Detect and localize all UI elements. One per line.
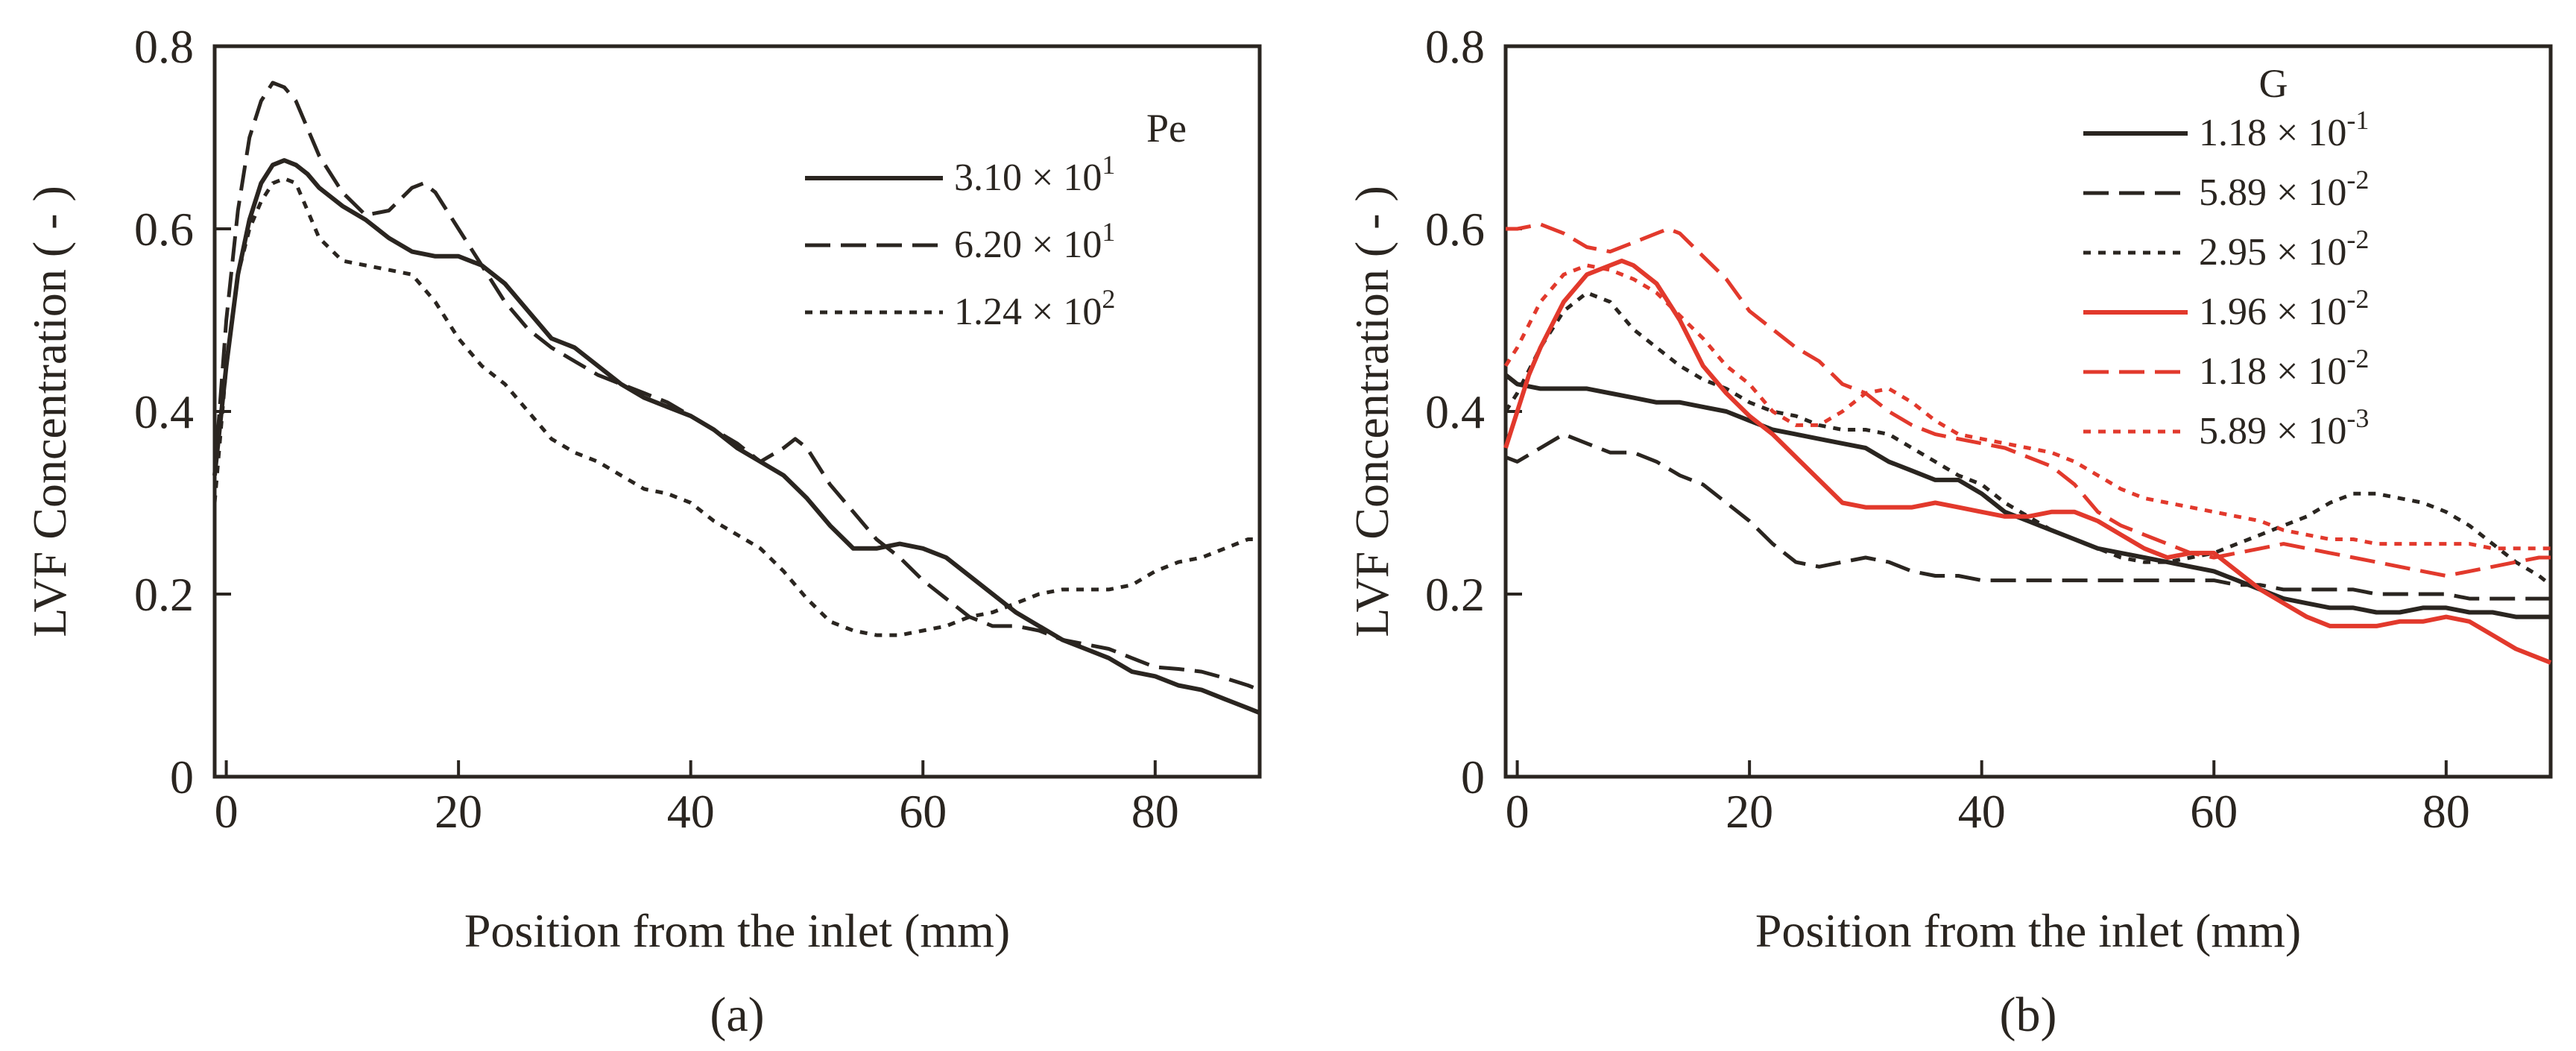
x-tick-label: 60 <box>899 785 947 838</box>
panel-a: 0 20 40 60 80 0 0.2 0.4 0.6 0.8 Pe 3.10 × 101 6.20 … <box>23 20 1262 1042</box>
y-tick-label: 0.4 <box>1425 385 1485 438</box>
x-axis-title: Position from the inlet (mm) <box>1755 904 2301 957</box>
y-tick-label: 0.8 <box>1425 20 1485 73</box>
y-axis-title: LVF Concentration ( - ) <box>23 186 76 637</box>
x-tick-label: 20 <box>435 785 482 838</box>
legend-label: 6.20 × 101 <box>954 217 1115 266</box>
series-group <box>212 81 1261 716</box>
legend-title: Pe <box>1146 106 1187 151</box>
legend: G1.18 × 10-1 5.89 × 10-2 2.95 × 10-2 1.96 ×… <box>2083 61 2369 452</box>
x-axis-title: Position from the inlet (mm) <box>464 904 1010 957</box>
y-tick-label: 0 <box>1461 751 1485 804</box>
x-tick-label: 0 <box>1506 785 1530 838</box>
series-line-3 <box>1503 291 2552 587</box>
series-line-1 <box>1504 373 2551 619</box>
x-tick-label: 20 <box>1726 785 1773 838</box>
series-line-2 <box>212 81 1260 692</box>
series-group <box>1503 222 2552 665</box>
series-line-3 <box>212 177 1260 637</box>
legend-label: 1.18 × 10-1 <box>2199 105 2369 154</box>
legend-label: 5.89 × 10-3 <box>2199 403 2369 452</box>
series-line-1 <box>212 158 1261 716</box>
series-line-4 <box>1503 258 2552 665</box>
legend-label: 1.96 × 10-2 <box>2199 284 2369 333</box>
legend-label: 1.24 × 102 <box>954 284 1115 333</box>
y-tick-label: 0.6 <box>1425 203 1485 256</box>
panel-b: 0 20 40 60 80 0 0.2 0.4 0.6 0.8 G1.18 × 10-1 5.89 … <box>1345 20 2553 1042</box>
x-tick-label: 40 <box>1958 785 2006 838</box>
panel-label-a: (a) <box>710 988 764 1042</box>
x-tick-label: 80 <box>1131 785 1179 838</box>
legend-label: 5.89 × 10-2 <box>2199 165 2369 214</box>
plot-frame <box>1503 44 2553 779</box>
legend: Pe 3.10 × 101 6.20 × 101 1.24 × 102 <box>805 106 1187 333</box>
series-line-6 <box>1503 263 2551 551</box>
x-tick-label: 80 <box>2422 785 2470 838</box>
y-tick-label: 0.6 <box>134 203 194 256</box>
series-line-2 <box>1505 432 2551 601</box>
panel-label-b: (b) <box>2000 988 2057 1042</box>
y-tick-label: 0.2 <box>134 568 194 621</box>
x-tick-label: 0 <box>215 785 239 838</box>
y-tick-label: 0 <box>170 751 194 804</box>
tick-labels: 0 20 40 60 80 0 0.2 0.4 0.6 0.8 <box>134 20 1179 838</box>
y-tick-label: 0.8 <box>134 20 194 73</box>
legend-label: 2.95 × 10-2 <box>2199 224 2369 274</box>
ticks <box>215 45 1157 778</box>
y-tick-label: 0.4 <box>134 385 194 438</box>
legend-label: 1.18 × 10-2 <box>2199 344 2369 393</box>
y-tick-label: 0.2 <box>1425 568 1485 621</box>
y-axis-title: LVF Concentration ( - ) <box>1345 186 1398 637</box>
x-tick-label: 60 <box>2190 785 2238 838</box>
x-tick-label: 40 <box>667 785 715 838</box>
legend-label: 3.10 × 101 <box>954 150 1115 199</box>
legend-title: G <box>2259 61 2288 106</box>
tick-labels: 0 20 40 60 80 0 0.2 0.4 0.6 0.8 <box>1425 20 2470 838</box>
